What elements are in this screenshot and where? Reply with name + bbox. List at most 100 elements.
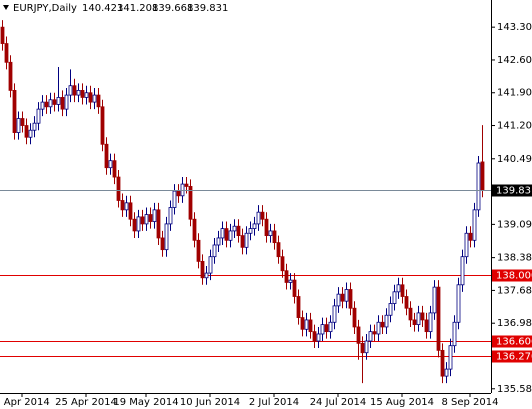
candle-body [300, 317, 305, 330]
candle-body [340, 293, 345, 302]
candle-body [76, 90, 81, 96]
candle-body [276, 242, 281, 258]
candle-body [116, 176, 121, 201]
candle-body [92, 94, 97, 103]
candle-body [396, 284, 401, 293]
candle-body [232, 225, 237, 232]
candle-body [416, 312, 421, 326]
candle-body [440, 349, 445, 377]
candle-body [44, 101, 49, 108]
chart-title: EURJPY,Daily [13, 3, 77, 14]
candle-body [216, 237, 221, 246]
candle-body [292, 279, 297, 297]
candle-body [160, 237, 165, 251]
x-tick-label: 8 Sep 2014 [441, 397, 498, 408]
candle-body [256, 211, 261, 225]
candle-body [356, 326, 361, 344]
candle-body [468, 232, 473, 241]
y-tick-label: 138.380 [497, 253, 532, 264]
x-tick-label: 2 Jul 2014 [249, 397, 299, 408]
x-tick-label: 3 Apr 2014 [0, 397, 50, 408]
candle-body [272, 230, 277, 244]
candle-body [420, 312, 425, 321]
y-tick-label: 135.580 [497, 384, 532, 395]
candle-body [36, 108, 41, 124]
candle-body [84, 92, 89, 98]
candle-body [128, 202, 133, 220]
candle-body [368, 331, 373, 342]
header-high: 141.208 [117, 3, 158, 14]
menu-triangle[interactable] [3, 5, 9, 10]
candle-body [96, 94, 101, 108]
y-tick-label: 140.490 [497, 154, 532, 165]
candle-body [424, 319, 429, 333]
y-tick-label: 141.200 [497, 121, 532, 132]
candle-body [120, 200, 125, 211]
candle-body [336, 293, 341, 307]
candle-body [100, 106, 105, 145]
candle-body [172, 190, 177, 208]
candle-body [4, 43, 9, 63]
y-tick-label: 141.900 [497, 88, 532, 99]
candle-body [452, 321, 457, 347]
candle-body [72, 85, 77, 96]
candle-body [252, 223, 257, 229]
y-tick-label: 139.090 [497, 219, 532, 230]
candle-body [80, 90, 85, 98]
candle-body [200, 260, 205, 279]
y-tick-label: 142.600 [497, 55, 532, 66]
candle-body [352, 307, 357, 328]
candle-body [20, 118, 25, 126]
candle-body [168, 207, 173, 225]
candle-body [156, 209, 161, 239]
y-tick-label: 143.300 [497, 22, 532, 33]
level-label: 136.270 [496, 352, 532, 363]
candle-body [348, 289, 353, 309]
candle-body [244, 232, 249, 248]
candle-body [284, 270, 289, 283]
price-label-box [492, 184, 532, 197]
candle-body [140, 216, 145, 225]
candle-body [56, 97, 61, 105]
candle-body [224, 228, 229, 241]
candle-body [64, 94, 69, 110]
candle-body [104, 143, 109, 169]
candle-body [220, 228, 225, 239]
candle-body [448, 345, 453, 370]
candle-body [176, 190, 181, 197]
candle-body [60, 97, 65, 110]
candle-body [412, 319, 417, 326]
candle-body [460, 256, 465, 286]
candle-body [228, 230, 233, 241]
candle-body [248, 228, 253, 234]
x-tick-label: 24 Jul 2014 [310, 397, 367, 408]
candle-body [380, 321, 385, 328]
candle-body [408, 307, 413, 321]
candle-body [372, 331, 377, 335]
candle-body [32, 122, 37, 131]
candle-body [444, 368, 449, 377]
candle-body [188, 186, 193, 220]
candle-body [344, 289, 349, 302]
candle-body [280, 256, 285, 272]
candle-body [16, 118, 21, 133]
candle-body [52, 99, 57, 105]
candle-body [308, 319, 313, 333]
candle-body [324, 324, 329, 333]
candle-body [28, 129, 33, 138]
candle-body [12, 90, 17, 133]
candle-body [400, 284, 405, 297]
candle-body [148, 214, 153, 222]
candle-body [144, 214, 149, 225]
y-tick-label: 137.680 [497, 285, 532, 296]
candle-body [124, 202, 129, 211]
candle-body [136, 216, 141, 232]
candle-body [312, 331, 317, 342]
level-label-box [492, 350, 532, 363]
candle-body [304, 319, 309, 330]
header-close: 139.831 [187, 3, 228, 14]
candle-body [268, 230, 273, 237]
candle-body [392, 291, 397, 304]
candle-body [384, 314, 389, 328]
